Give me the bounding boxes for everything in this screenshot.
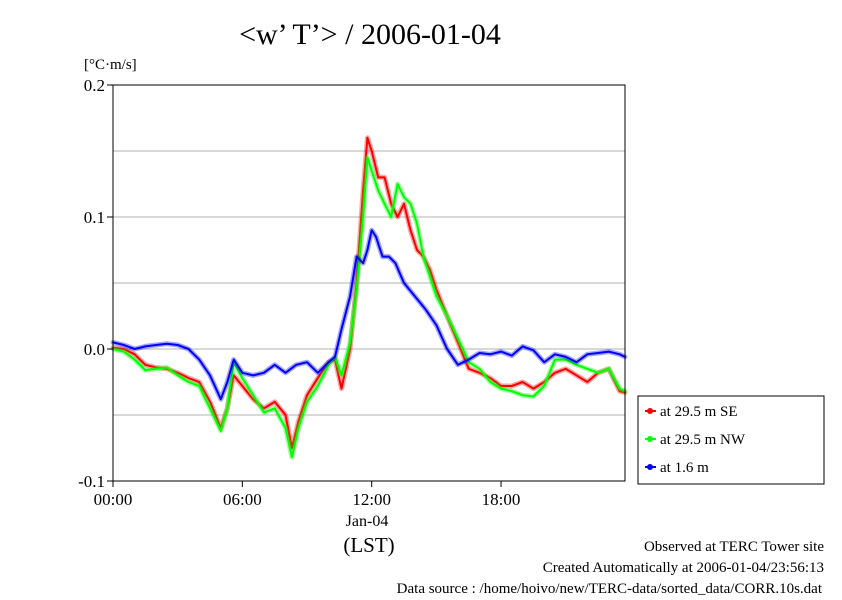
y-tick-label: 0.0 — [84, 340, 105, 359]
x-tick-label: 06:00 — [223, 490, 262, 509]
y-axis: -0.1 0.0 0.1 0.2 — [78, 76, 113, 491]
series-line — [112, 229, 626, 401]
legend-box — [637, 395, 825, 485]
x-axis: 00:00 06:00 12:00 18:00 — [94, 481, 521, 509]
series-line-halo — [110, 155, 628, 460]
legend: at 29.5 m SE at 29.5 m NW at 1.6 m — [637, 395, 825, 485]
legend-marker — [647, 436, 653, 442]
legend-items: at 29.5 m SE at 29.5 m NW at 1.6 m — [645, 404, 746, 476]
x-tick-label: 12:00 — [352, 490, 391, 509]
y-tick-label: 0.2 — [84, 76, 105, 95]
footer-source: Data source : /home/hoivo/new/TERC-data/… — [397, 581, 823, 595]
y-unit-label: [°C·m/s] — [84, 57, 137, 73]
legend-marker — [647, 464, 653, 470]
chart-title: <w’ T’> / 2006-01-04 — [239, 18, 501, 51]
series-layer — [110, 135, 628, 460]
y-tick-label: 0.1 — [84, 208, 105, 227]
x-date-label: Jan-04 — [346, 513, 389, 530]
x-axis-title: (LST) — [343, 533, 394, 557]
y-tick-label: -0.1 — [78, 472, 105, 491]
legend-marker — [647, 408, 653, 414]
legend-label: at 29.5 m SE — [660, 404, 738, 420]
series-line — [112, 156, 626, 459]
x-tick-label: 00:00 — [94, 490, 133, 509]
series-line-halo — [110, 135, 628, 451]
footer-created: Created Automatically at 2006-01-04/23:5… — [543, 560, 824, 576]
series-line — [112, 136, 626, 449]
x-tick-label: 18:00 — [482, 490, 521, 509]
plot-frame — [112, 84, 626, 482]
footer-observed: Observed at TERC Tower site — [644, 539, 824, 555]
legend-label: at 29.5 m NW — [660, 432, 746, 448]
legend-label: at 1.6 m — [660, 460, 709, 476]
grid-layer — [113, 150, 625, 416]
